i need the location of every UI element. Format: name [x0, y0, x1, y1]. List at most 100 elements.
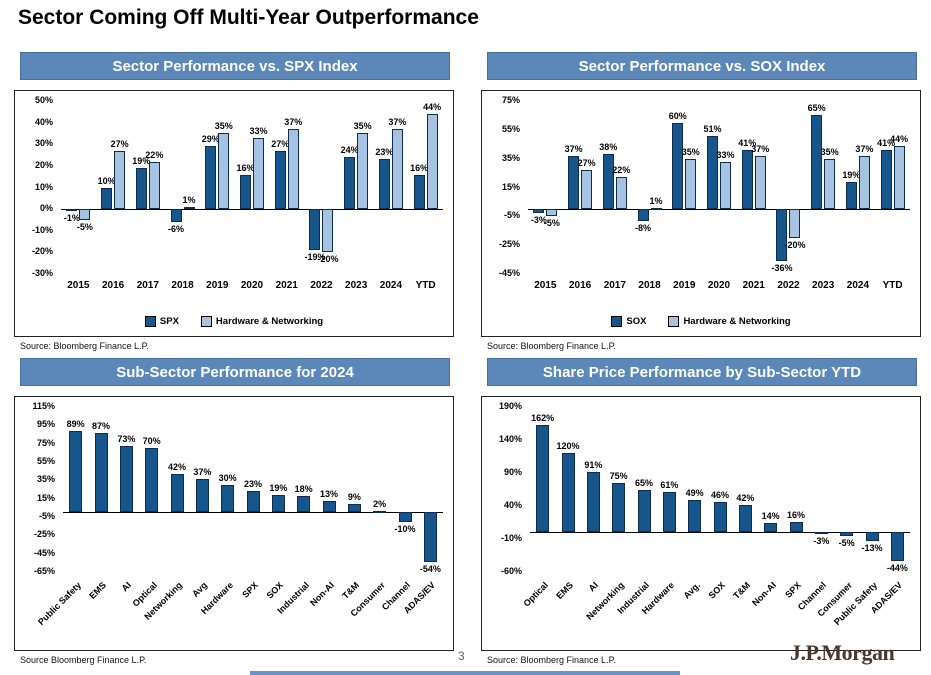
bar-SOX-2015 [533, 209, 545, 214]
bar-chart-spx: 50% 40% 30% 20% 10% 0% -10% -20% -30% -1% -5% 2015 1… [14, 90, 454, 337]
bar-value-label: 29% [201, 134, 220, 145]
bar-value-label: 22% [145, 149, 164, 160]
y-tick-label: 0% [39, 203, 53, 214]
bar-AI [586, 472, 600, 533]
bar-value-label: -54% [419, 563, 441, 574]
bar-Hardware-Networking-2023 [357, 133, 369, 210]
bar-Hardware-Networking-2019 [685, 158, 697, 210]
bar-value-label: 87% [91, 420, 111, 431]
bar-SOX-2023 [811, 115, 823, 210]
bar-Avg- [688, 500, 702, 533]
bar-Avg [195, 478, 209, 513]
bar-AI [119, 445, 133, 513]
bar-ADAS-EV [890, 532, 904, 562]
bar-Hardware-Networking-2021 [754, 155, 766, 210]
bar-SOX-2018 [637, 209, 649, 221]
bar-SPX-YTD [413, 174, 425, 210]
bar-value-label: 22% [612, 165, 631, 176]
x-axis-label: YTD [415, 280, 436, 291]
bar-value-label: -36% [771, 263, 793, 274]
bar-value-label: 27% [577, 158, 596, 169]
bar-SPX [789, 521, 803, 533]
bar-Hardware-Networking-2021 [287, 129, 299, 210]
x-axis-line [528, 209, 910, 211]
x-axis-label: 2020 [707, 280, 731, 291]
bar-SPX-2022 [309, 209, 321, 251]
bar-Hardware-Networking-2015 [546, 209, 558, 217]
bar-value-label: 61% [660, 480, 679, 491]
y-tick-label: -30% [31, 268, 53, 278]
bar-value-label: 19% [132, 156, 151, 167]
bar-Industrial [637, 489, 651, 533]
bar-value-label: 120% [556, 441, 580, 452]
bar-value-label: 44% [423, 101, 442, 112]
bar-value-label: 49% [685, 488, 704, 499]
bar-Hardware-Networking-2019 [218, 133, 230, 210]
chart-title-bar: Share Price Performance by Sub-Sector YT… [487, 358, 917, 386]
bar-value-label: 9% [347, 492, 361, 503]
bar-value-label: 89% [66, 418, 85, 429]
bar-SOX-2024 [845, 181, 857, 210]
bar-Hardware-Networking-2015 [79, 209, 91, 220]
bar-SOX-2017 [602, 154, 614, 210]
bar-value-label: 44% [890, 133, 909, 144]
bar-value-label: 37% [751, 143, 770, 154]
bar-value-label: 14% [761, 511, 780, 522]
x-axis-label: 2016 [568, 280, 592, 291]
legend-item: SPX [144, 316, 179, 327]
bar-SPX-2020 [240, 174, 251, 210]
bar-value-label: -19% [304, 252, 326, 263]
bar-value-label: 16% [786, 509, 806, 520]
bar-value-label: -5% [543, 218, 560, 229]
y-tick-label: 55% [501, 123, 520, 134]
source-note: Source: Bloomberg Finance L.P. [487, 341, 616, 351]
x-axis-label: 2021 [742, 280, 765, 291]
bar-Hardware-Networking-2024 [858, 155, 870, 210]
y-tick-label: 55% [36, 456, 55, 466]
bar-SOX-2020 [707, 135, 718, 210]
y-tick-label: -45% [33, 547, 55, 558]
bar-value-label: 37% [564, 143, 583, 154]
bar-value-label: -20% [317, 254, 339, 265]
x-axis-label: 2021 [275, 280, 298, 291]
bar-value-label: 38% [599, 142, 618, 153]
source-note: Source: Bloomberg Finance L.P. [487, 655, 616, 665]
y-tick-label: 35% [501, 152, 520, 163]
bar-value-label: 37% [193, 466, 212, 477]
bar-value-label: 27% [271, 138, 290, 149]
bar-Non-AI [322, 500, 336, 513]
y-tick-label: 90% [503, 467, 522, 477]
x-axis-label: 2017 [136, 280, 159, 291]
bar-Hardware-Networking-2022 [789, 209, 801, 238]
chart-title-bar: Sub-Sector Performance for 2024 [20, 358, 450, 386]
y-tick-label: 115% [32, 401, 55, 411]
y-tick-label: -10% [500, 533, 522, 543]
x-axis-label: 2024 [379, 280, 403, 291]
bar-value-label: 2% [373, 498, 387, 509]
x-axis-label: 2023 [345, 280, 368, 291]
bar-Hardware-Networking-YTD [426, 113, 438, 210]
bar-SOX-2016 [568, 155, 580, 210]
bar-SPX-2018 [170, 209, 182, 223]
bar-value-label: 35% [681, 146, 700, 157]
legend-swatch-icon [200, 316, 212, 327]
source-note: Source Bloomberg Finance L.P. [20, 655, 147, 665]
bar-chart-subsector-2024: 115% 95% 75% 55% 35% 15% -5% -25% -45% -65% 89% Pub… [14, 396, 454, 651]
bar-Hardware-Networking-2020 [253, 137, 264, 210]
bar-SPX-2024 [378, 159, 390, 210]
bar-SOX [713, 502, 727, 533]
bar-value-label: 35% [353, 121, 372, 132]
bar-Industrial [297, 495, 311, 513]
bar-value-label: 60% [668, 110, 687, 121]
bar-SPX-2019 [205, 146, 217, 210]
y-tick-label: -25% [498, 239, 520, 250]
bar-value-label: 19% [269, 483, 288, 493]
bar-Public-Safety [865, 532, 879, 541]
bar-Hardware-Networking-2018 [650, 207, 662, 210]
bar-value-label: 65% [634, 477, 654, 488]
y-tick-label: 10% [34, 181, 53, 192]
bar-value-label: -3% [813, 536, 830, 547]
bar-SOX-2022 [776, 209, 788, 262]
bar-value-label: 19% [842, 169, 861, 180]
x-axis-label: 2017 [603, 280, 626, 291]
